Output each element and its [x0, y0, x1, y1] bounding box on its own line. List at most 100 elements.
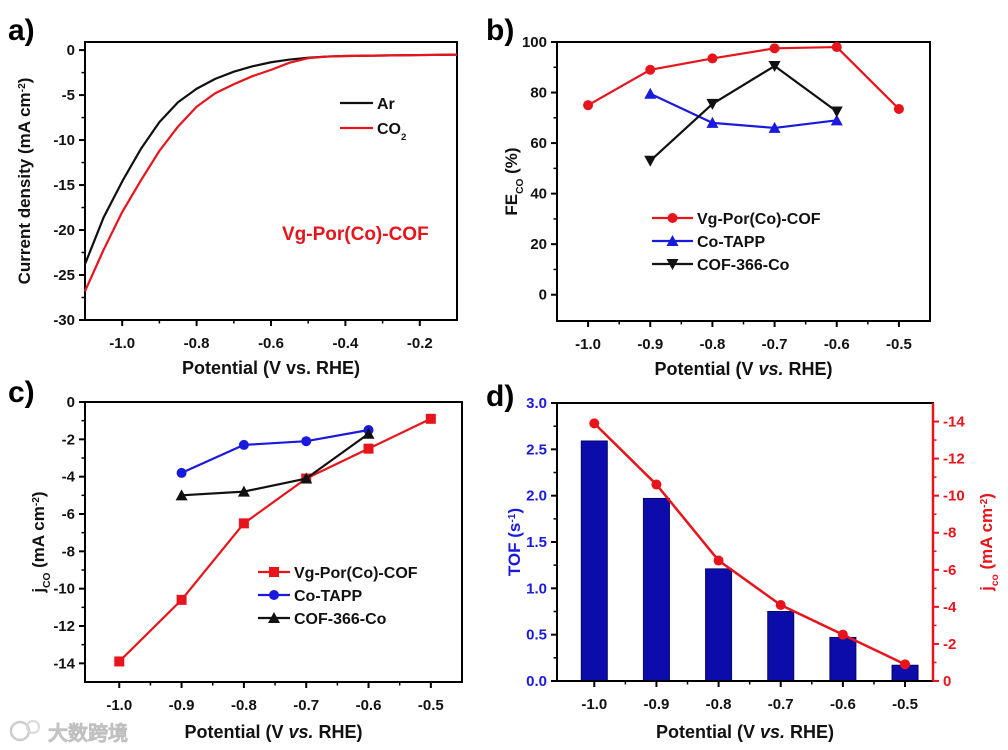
y2-tick-label: -4	[943, 599, 957, 616]
y-tick-label: 0	[67, 42, 75, 59]
y-tick-label: 0	[67, 394, 75, 411]
y-axis-title-part: TOF (s	[505, 523, 524, 577]
y2-tick-label: -8	[943, 525, 956, 542]
y-tick-label: 0	[539, 287, 547, 304]
watermark-text: 大数跨境	[48, 721, 128, 745]
chart-panel-a: a) -1.0 -0.8 -0.6 -0.4 -0.2 0 -5 -10 -15 -20 -25 -30…	[8, 14, 458, 378]
panel-label: a)	[8, 14, 35, 47]
data-point	[831, 42, 842, 53]
data-point	[644, 155, 657, 167]
bar	[580, 440, 608, 682]
legend-label-part: Co-TAPP	[294, 588, 362, 605]
y2-tick-label: -6	[943, 562, 956, 579]
x-tick-label: -0.5	[886, 336, 912, 353]
y-tick-label: -30	[53, 312, 75, 329]
x-tick-label: -0.9	[644, 696, 670, 713]
x-tick-label: -1.0	[581, 696, 607, 713]
plot-frame	[84, 401, 463, 683]
data-point	[238, 439, 249, 450]
x-tick-label: -0.8	[706, 696, 732, 713]
x-axis-title: Potential (V vs. RHE)	[656, 722, 834, 742]
legend-label-part: Co-TAPP	[697, 234, 765, 251]
watermark-logo-icon	[26, 720, 40, 734]
y-tick-label: 20	[530, 236, 547, 253]
legend-label: COF-366-Co	[697, 257, 790, 274]
panel-label: d)	[486, 380, 514, 413]
x-axis-title-part: vs.	[758, 359, 783, 379]
legend-marker	[268, 612, 280, 623]
data-point	[713, 555, 724, 566]
y2-axis-title-part: )	[977, 493, 996, 499]
legend-marker	[666, 235, 679, 246]
x-tick-label: -1.0	[575, 336, 601, 353]
legend-item: Co-TAPP	[652, 234, 765, 251]
series-line	[181, 432, 370, 497]
data-point	[583, 100, 594, 111]
y-tick-label: 0.5	[526, 627, 547, 644]
y-tick-label: 1.0	[526, 580, 547, 597]
y-tick-label: 0.0	[526, 673, 547, 690]
legend-label: Vg-Por(Co)-COF	[697, 211, 821, 228]
y-tick-label: 100	[522, 34, 547, 51]
data-point	[175, 489, 188, 501]
data-point	[589, 418, 600, 429]
legend-label-part: 2	[401, 132, 406, 143]
y2-tick-label: -10	[943, 488, 965, 505]
y2-tick-label: -2	[943, 636, 956, 653]
y2-tick-label: 0	[943, 673, 951, 690]
y-tick-label: -8	[62, 543, 75, 560]
x-tick-label: -0.7	[293, 697, 319, 714]
x-axis-title: Potential (V vs. RHE)	[184, 722, 362, 742]
x-axis-title-part: Potential (V	[184, 722, 288, 742]
y-axis-title-part: (%)	[502, 147, 521, 178]
x-axis-title-part: Potential (V vs. RHE)	[182, 358, 360, 378]
legend-item: CO2	[340, 121, 406, 143]
x-tick-label: -0.6	[356, 697, 382, 714]
x-tick-label: -0.9	[637, 336, 663, 353]
x-tick-label: -0.8	[699, 336, 725, 353]
y-axis-title-part: CO	[42, 573, 53, 588]
legend-item: Co-TAPP	[258, 588, 362, 605]
y-axis-title: Current density (mA cm-2)	[15, 78, 34, 285]
y-axis-title-part: FE	[502, 194, 521, 216]
y-axis-title-part: j	[29, 588, 48, 594]
x-axis-title-part: vs.	[760, 722, 785, 742]
data-point	[176, 594, 187, 605]
legend-label-part: COF-366-Co	[294, 611, 387, 628]
x-axis-title: Potential (V vs. RHE)	[654, 359, 832, 379]
bar	[642, 497, 670, 682]
y-axis-title-part: Current density (mA cm	[15, 92, 34, 284]
data-point	[363, 443, 374, 454]
data-point	[706, 98, 719, 110]
y2-axis-title: jco (mA cm-2)	[977, 493, 1001, 592]
legend-item: Ar	[340, 96, 395, 113]
data-point	[893, 103, 904, 114]
panel-label: c)	[8, 376, 35, 409]
y2-axis-title-part: j	[977, 586, 996, 592]
series-line-jco	[593, 422, 906, 666]
legend-item: Vg-Por(Co)-COF	[258, 565, 418, 582]
annotation-label: Vg-Por(Co)-COF	[282, 224, 429, 245]
series-line	[181, 428, 369, 474]
plot-frame	[556, 402, 934, 682]
chart-panel-b: b) -1.0 -0.9 -0.8 -0.7 -0.6 -0.5 0 20 40 60 80 100 Po…	[486, 14, 931, 379]
x-tick-label: -0.6	[258, 335, 284, 352]
x-tick-label: -0.5	[892, 696, 918, 713]
bar	[767, 611, 795, 682]
legend-label-part: COF-366-Co	[697, 257, 790, 274]
legend-label: COF-366-Co	[294, 611, 387, 628]
data-point	[425, 413, 436, 424]
data-point	[645, 64, 656, 75]
legend-marker	[269, 567, 279, 577]
legend-label-part: Ar	[377, 96, 395, 113]
bar	[829, 636, 857, 682]
x-tick-label: -1.0	[106, 697, 132, 714]
panel-label: b)	[486, 14, 514, 47]
y-tick-label: -6	[62, 506, 75, 523]
series-line	[649, 92, 837, 130]
data-point	[768, 61, 781, 73]
chart-panel-d: d) -1.0 -0.9 -0.8 -0.7 -0.6 -0.5 0.0 0.5 1.0 1.5 2.…	[486, 380, 1001, 742]
x-tick-label: -0.4	[332, 335, 359, 352]
y2-axis-title-part: (mA cm	[977, 508, 996, 574]
